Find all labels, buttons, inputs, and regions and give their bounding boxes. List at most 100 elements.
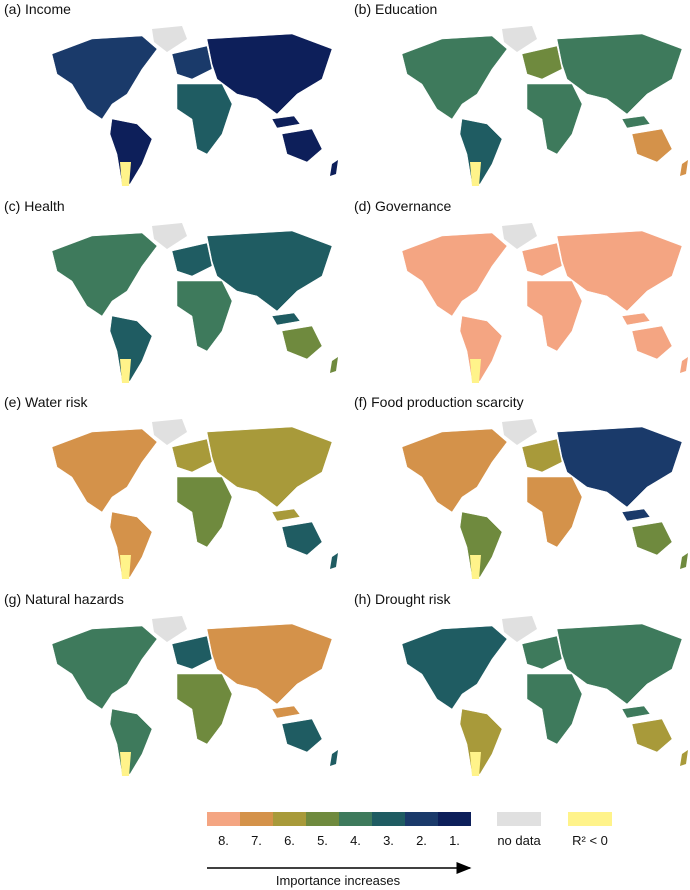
- region: [631, 325, 673, 360]
- region: [330, 357, 338, 373]
- region: [206, 230, 333, 312]
- region-no-data: [502, 616, 537, 642]
- region: [526, 476, 583, 548]
- region: [176, 673, 233, 745]
- map-panel: (b) Education: [354, 1, 688, 186]
- region: [171, 45, 213, 80]
- region: [171, 242, 213, 277]
- panel-title: (b) Education: [354, 1, 437, 17]
- region: [621, 312, 651, 326]
- panel-title: (e) Water risk: [4, 394, 88, 410]
- region-negative: [470, 162, 481, 186]
- legend-label: no data: [497, 833, 541, 848]
- legend-swatch: [372, 812, 405, 826]
- region: [680, 160, 688, 176]
- world-map: [51, 223, 338, 383]
- region: [281, 521, 323, 556]
- region: [171, 438, 213, 473]
- map-panel: (a) Income: [4, 1, 338, 186]
- region: [459, 118, 503, 185]
- region: [51, 428, 158, 513]
- panel-title: (d) Governance: [354, 198, 451, 214]
- region: [459, 708, 503, 775]
- region: [109, 708, 153, 775]
- region-negative: [120, 752, 131, 776]
- region: [271, 115, 301, 129]
- region: [459, 315, 503, 382]
- panel-title: (h) Drought risk: [354, 591, 451, 607]
- region: [401, 428, 508, 513]
- region: [631, 718, 673, 753]
- legend-label: 4.: [350, 833, 361, 848]
- world-map: [51, 616, 338, 776]
- legend-label: 7.: [251, 833, 262, 848]
- region: [281, 325, 323, 360]
- region: [51, 35, 158, 120]
- region-negative: [120, 555, 131, 579]
- legend-label: 2.: [416, 833, 427, 848]
- region: [526, 673, 583, 745]
- region: [521, 438, 563, 473]
- region: [631, 128, 673, 163]
- legend-swatch: [240, 812, 273, 826]
- panel-title: (g) Natural hazards: [4, 591, 124, 607]
- region-no-data: [152, 616, 187, 642]
- region: [206, 426, 333, 508]
- legend-swatch: [207, 812, 240, 826]
- legend-swatch: [405, 812, 438, 826]
- map-panel: (g) Natural hazards: [4, 591, 338, 776]
- region-negative: [120, 162, 131, 186]
- legend-swatch: [273, 812, 306, 826]
- map-panel: (d) Governance: [354, 198, 688, 383]
- region: [206, 33, 333, 115]
- legend-label: 1.: [449, 833, 460, 848]
- region: [330, 750, 338, 766]
- region: [271, 705, 301, 719]
- map-panel: (f) Food production scarcity: [354, 394, 688, 579]
- region: [621, 705, 651, 719]
- region: [271, 508, 301, 522]
- region: [556, 33, 683, 115]
- legend-swatch: [306, 812, 339, 826]
- legend-label: R² < 0: [572, 833, 608, 848]
- world-map: [51, 419, 338, 579]
- legend-label: 5.: [317, 833, 328, 848]
- region: [621, 508, 651, 522]
- region-no-data: [502, 419, 537, 445]
- world-map: [51, 26, 338, 186]
- region: [680, 357, 688, 373]
- panel-title: (f) Food production scarcity: [354, 394, 524, 410]
- region-negative: [120, 359, 131, 383]
- region: [621, 115, 651, 129]
- world-map: [401, 616, 688, 776]
- region: [51, 625, 158, 710]
- region-no-data: [152, 419, 187, 445]
- legend: 8. 7. 6. 5. 4. 3. 2. 1. no data R² < 0: [207, 812, 612, 848]
- region: [109, 315, 153, 382]
- region: [521, 45, 563, 80]
- region: [330, 160, 338, 176]
- region: [109, 118, 153, 185]
- region: [206, 623, 333, 705]
- legend-label: 6.: [284, 833, 295, 848]
- region: [281, 718, 323, 753]
- region-no-data: [502, 223, 537, 249]
- map-panel: (h) Drought risk: [354, 591, 688, 776]
- world-map: [401, 419, 688, 579]
- legend-swatch: [438, 812, 471, 826]
- world-map: [401, 26, 688, 186]
- region-negative: [470, 359, 481, 383]
- map-panel: (e) Water risk: [4, 394, 338, 579]
- region: [680, 553, 688, 569]
- region: [51, 232, 158, 317]
- region-negative: [470, 752, 481, 776]
- region: [556, 623, 683, 705]
- region: [556, 230, 683, 312]
- region: [556, 426, 683, 508]
- region-negative: [470, 555, 481, 579]
- region: [526, 83, 583, 155]
- region-no-data: [152, 26, 187, 52]
- region: [631, 521, 673, 556]
- map-panels: (a) Income (b) Education (c) Health (d) Gov…: [4, 1, 688, 776]
